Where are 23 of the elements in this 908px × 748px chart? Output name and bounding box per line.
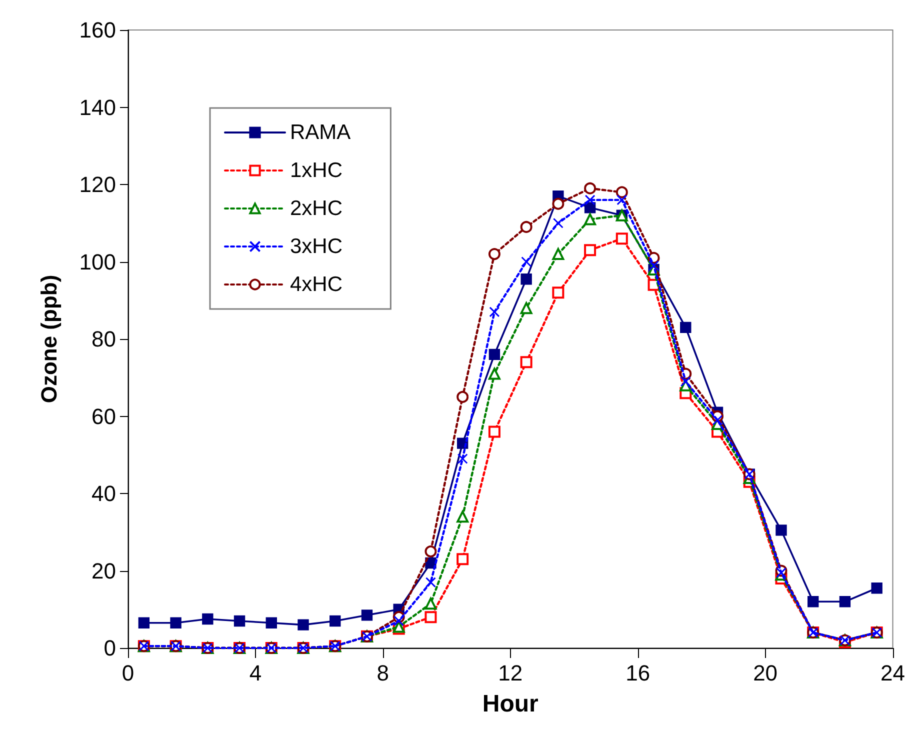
y-tick-label: 60	[92, 404, 116, 429]
legend-label: RAMA	[290, 121, 351, 144]
y-tick-label: 80	[92, 326, 116, 352]
legend-label: 3xHC	[290, 235, 343, 258]
x-tick-label: 8	[376, 660, 390, 686]
legend-label: 4xHC	[290, 273, 343, 296]
legend-label: 1xHC	[290, 159, 343, 182]
y-tick-label: 0	[104, 636, 116, 660]
y-tick-label: 20	[92, 558, 116, 584]
y-tick-label: 120	[79, 172, 116, 197]
x-tick-label: 0	[122, 660, 134, 686]
y-axis-title: Ozone (ppb)	[36, 274, 62, 404]
y-tick-label: 160	[79, 18, 116, 42]
x-tick-label: 12	[498, 660, 523, 686]
x-axis-title: Hour	[482, 690, 538, 718]
x-tick-label: 4	[249, 660, 262, 686]
y-tick-label: 140	[79, 94, 116, 120]
legend-label: 2xHC	[290, 197, 343, 220]
y-tick-label: 40	[92, 481, 116, 506]
x-tick-label: 24	[880, 660, 906, 686]
y-tick-label: 100	[79, 249, 116, 274]
x-tick-label: 16	[626, 660, 650, 686]
x-tick-label: 20	[753, 660, 778, 686]
